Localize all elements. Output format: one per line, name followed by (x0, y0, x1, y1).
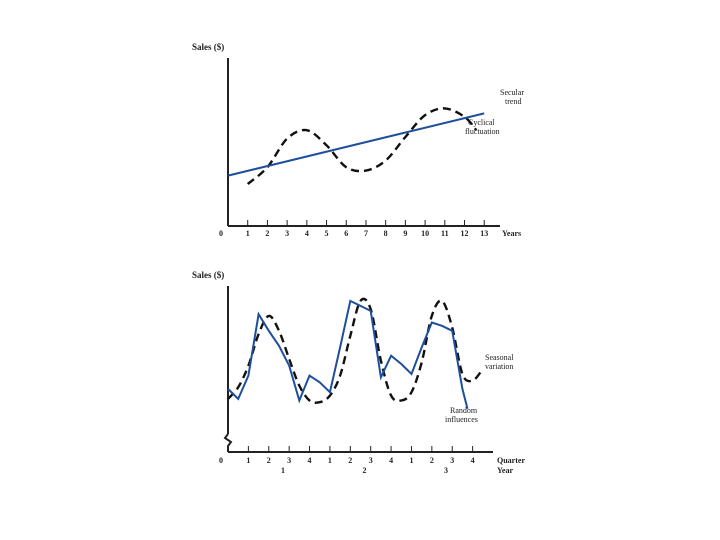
random-influences-line (227, 299, 469, 410)
secular-trend-label-line2: trend (505, 97, 521, 106)
random-influences-label-line1: Random (450, 406, 478, 415)
chart2-year-labels: 1 2 3 (281, 466, 448, 475)
chart2-tick-label: 2 (348, 456, 352, 465)
axis-break-icon (223, 433, 233, 452)
seasonal-variation-label-line1: Seasonal (485, 353, 514, 362)
seasonal-variation-label-line2: variation (485, 362, 513, 371)
cyclical-fluctuation-label-line1: Cyclical (468, 118, 495, 127)
chart1-x-axis-title: Years (502, 229, 521, 238)
trend-cycle-chart: Sales ($) 0 1 2 3 4 5 6 7 8 9 10 11 12 13 Years Secu… (192, 42, 524, 238)
chart2-x-axis-title: Quarter (497, 456, 525, 465)
chart1-tick-label: 2 (265, 229, 269, 238)
chart2-tick-label: 4 (471, 456, 475, 465)
chart2-tick-label: 2 (430, 456, 434, 465)
chart2-y-axis-title: Sales ($) (192, 270, 224, 280)
chart2-tick-label: 3 (369, 456, 373, 465)
chart1-tick-label: 4 (305, 229, 309, 238)
chart2-year-label: 3 (444, 466, 448, 475)
chart1-tick-label: 13 (480, 229, 488, 238)
chart1-tick-label: 8 (384, 229, 388, 238)
chart1-tick-label: 1 (246, 229, 250, 238)
cyclical-fluctuation-label-line2: fluctuation (465, 127, 500, 136)
chart1-tick-label: 3 (285, 229, 289, 238)
chart2-tick-label: 1 (246, 456, 250, 465)
chart2-tick-label: 2 (267, 456, 271, 465)
chart1-y-axis-title: Sales ($) (192, 42, 224, 52)
chart1-tick-label: 6 (344, 229, 348, 238)
seasonal-variation-line (227, 297, 484, 404)
chart1-origin-label: 0 (219, 229, 223, 238)
cyclical-fluctuation-line (246, 107, 478, 185)
chart2-x-axis-title-2: Year (497, 466, 513, 475)
chart2-tick-label: 1 (409, 456, 413, 465)
chart1-x-ticks: 1 2 3 4 5 6 7 8 9 10 11 12 13 (246, 220, 488, 238)
chart1-tick-label: 9 (403, 229, 407, 238)
secular-trend-line (227, 112, 485, 177)
chart1-tick-label: 7 (364, 229, 368, 238)
chart2-tick-label: 3 (450, 456, 454, 465)
chart2-year-label: 2 (363, 466, 367, 475)
chart1-tick-label: 12 (461, 229, 469, 238)
chart2-year-label: 1 (281, 466, 285, 475)
random-influences-label-line2: influences (445, 415, 478, 424)
chart1-tick-label: 5 (325, 229, 329, 238)
chart2-tick-label: 3 (287, 456, 291, 465)
chart2-origin-label: 0 (219, 456, 223, 465)
chart2-tick-label: 4 (308, 456, 312, 465)
secular-trend-label-line1: Secular (500, 88, 524, 97)
chart1-tick-label: 11 (441, 229, 449, 238)
chart2-x-ticks: 1 2 3 4 1 2 3 4 1 2 3 4 (246, 446, 475, 465)
chart1-tick-label: 10 (421, 229, 429, 238)
chart2-tick-label: 4 (389, 456, 393, 465)
chart2-tick-label: 1 (328, 456, 332, 465)
